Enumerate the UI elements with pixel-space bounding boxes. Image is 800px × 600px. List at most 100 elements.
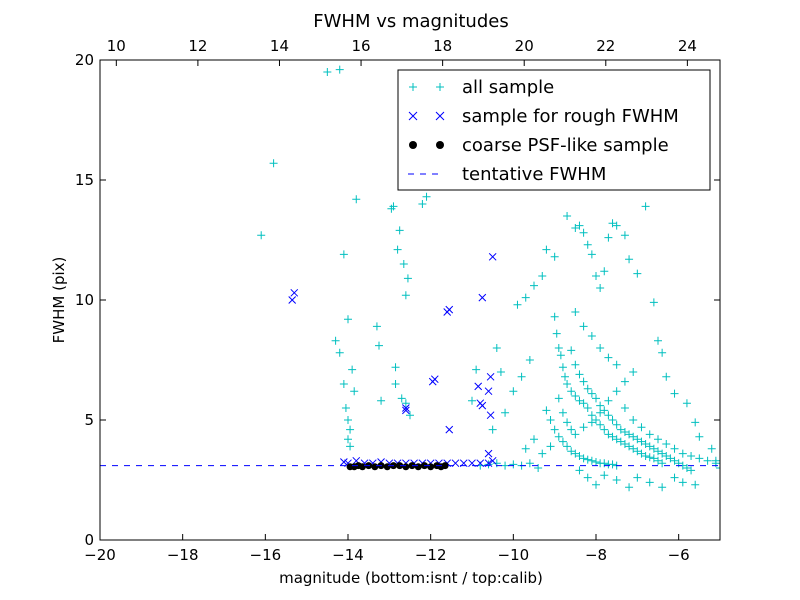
point-all-sample xyxy=(583,404,592,412)
point-all-sample xyxy=(393,245,402,254)
point-all-sample xyxy=(395,226,404,235)
point-all-sample xyxy=(695,432,704,441)
legend-swatch-dot xyxy=(409,141,417,149)
point-all-sample xyxy=(604,353,613,362)
point-all-sample xyxy=(488,425,497,434)
point-all-sample xyxy=(608,219,617,228)
top-tick-label: 18 xyxy=(433,37,452,55)
point-all-sample xyxy=(339,380,348,388)
point-all-sample xyxy=(596,284,605,292)
point-all-sample xyxy=(587,456,596,465)
point-all-sample xyxy=(530,281,538,290)
point-all-sample xyxy=(592,394,600,403)
point-all-sample xyxy=(670,389,679,398)
point-all-sample xyxy=(658,483,667,492)
point-all-sample xyxy=(670,444,679,453)
point-all-sample xyxy=(571,308,580,316)
x-tick-label: −10 xyxy=(498,546,530,564)
point-rough-fwhm-sample xyxy=(474,382,483,391)
point-all-sample xyxy=(649,298,658,307)
point-all-sample xyxy=(546,442,555,451)
top-tick-label: 12 xyxy=(188,37,207,55)
x-tick-label: −20 xyxy=(84,546,116,564)
point-all-sample xyxy=(571,449,580,458)
point-all-sample xyxy=(406,411,414,420)
y-tick-label: 15 xyxy=(75,171,94,189)
point-all-sample xyxy=(554,394,563,403)
legend-item: coarse PSF-like sample xyxy=(409,135,669,156)
point-all-sample xyxy=(583,384,592,393)
point-all-sample xyxy=(552,329,561,338)
point-all-sample xyxy=(484,460,493,469)
point-all-sample xyxy=(575,221,584,230)
point-all-sample xyxy=(608,416,617,424)
point-all-sample xyxy=(344,435,352,444)
point-all-sample xyxy=(641,440,650,448)
point-all-sample xyxy=(401,291,410,300)
point-all-sample xyxy=(604,233,613,242)
point-all-sample xyxy=(629,368,638,376)
chart-title: FWHM vs magnitudes xyxy=(313,11,508,32)
point-all-sample xyxy=(341,404,350,412)
point-all-sample xyxy=(703,456,712,465)
point-all-sample xyxy=(625,483,634,492)
point-all-sample xyxy=(633,447,642,456)
top-tick-label: 16 xyxy=(352,37,371,55)
point-all-sample xyxy=(269,159,278,168)
point-all-sample xyxy=(596,408,605,417)
point-all-sample xyxy=(670,456,679,465)
point-all-sample xyxy=(629,432,638,441)
point-all-sample xyxy=(633,473,642,482)
point-all-sample xyxy=(509,387,518,396)
legend-label: sample for rough FWHM xyxy=(462,106,679,127)
point-all-sample xyxy=(389,202,398,211)
top-tick-label: 10 xyxy=(107,37,126,55)
point-all-sample xyxy=(600,471,609,480)
point-all-sample xyxy=(579,228,588,237)
point-all-sample xyxy=(571,430,580,439)
point-all-sample xyxy=(637,437,646,446)
point-psf-like-sample xyxy=(427,463,435,471)
x-tick-label: −16 xyxy=(250,546,282,564)
point-all-sample xyxy=(563,380,572,388)
point-psf-like-sample xyxy=(383,463,391,471)
point-rough-fwhm-sample xyxy=(478,401,487,410)
point-all-sample xyxy=(558,408,567,417)
point-all-sample xyxy=(608,432,617,441)
point-all-sample xyxy=(600,267,609,276)
point-all-sample xyxy=(335,348,344,357)
legend-item: tentative FWHM xyxy=(408,164,606,185)
top-tick-label: 24 xyxy=(678,37,697,55)
point-all-sample xyxy=(604,430,613,439)
point-all-sample xyxy=(604,396,613,405)
point-all-sample xyxy=(596,344,605,352)
point-all-sample xyxy=(525,356,534,364)
point-all-sample xyxy=(612,420,621,429)
point-all-sample xyxy=(501,408,510,417)
legend-item: all sample xyxy=(409,77,554,98)
y-axis-label: FWHM (pix) xyxy=(50,257,68,344)
point-all-sample xyxy=(344,315,352,324)
point-all-sample xyxy=(496,368,505,376)
point-all-sample xyxy=(620,231,629,240)
legend-label: tentative FWHM xyxy=(462,164,606,185)
point-all-sample xyxy=(575,396,584,405)
point-all-sample xyxy=(525,459,534,468)
point-all-sample xyxy=(563,212,572,220)
point-all-sample xyxy=(678,449,687,458)
point-all-sample xyxy=(583,455,592,464)
point-all-sample xyxy=(513,300,522,309)
point-all-sample xyxy=(418,200,427,208)
point-all-sample xyxy=(629,444,638,453)
point-all-sample xyxy=(550,425,559,434)
point-all-sample xyxy=(550,252,559,261)
point-all-sample xyxy=(567,447,576,456)
point-all-sample xyxy=(352,195,361,204)
point-all-sample xyxy=(403,274,412,283)
point-all-sample xyxy=(521,293,530,302)
point-all-sample xyxy=(579,423,588,432)
point-all-sample xyxy=(350,387,359,396)
point-all-sample xyxy=(575,370,584,379)
point-all-sample xyxy=(571,224,580,232)
point-all-sample xyxy=(637,423,646,432)
